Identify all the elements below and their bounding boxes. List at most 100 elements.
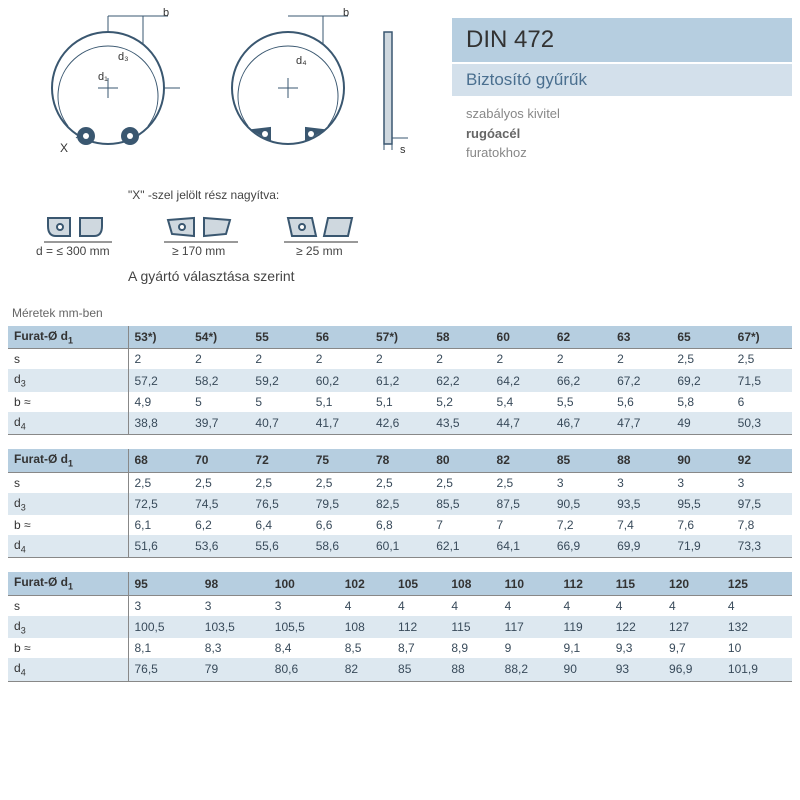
table-cell: 90 bbox=[558, 658, 610, 681]
row-header: b ≈ bbox=[8, 392, 128, 412]
info-subtitle: Biztosító gyűrűk bbox=[466, 70, 778, 90]
table-cell: 69,2 bbox=[671, 369, 731, 391]
table-cell: 2,5 bbox=[189, 472, 249, 493]
table-cell: 62,1 bbox=[430, 535, 490, 558]
col-header: 54*) bbox=[189, 326, 249, 349]
table-cell: 108 bbox=[339, 616, 392, 638]
info-desc: szabályos kivitel rugóacél furatokhoz bbox=[466, 104, 778, 163]
table-cell: 43,5 bbox=[430, 412, 490, 435]
table-cell: 44,7 bbox=[491, 412, 551, 435]
data-table-1: Furat-Ø d16870727578808285889092s2,52,52… bbox=[8, 449, 792, 558]
diagram-area: b d₃ d₁ X b d₄ bbox=[8, 8, 448, 298]
table-cell: 51,6 bbox=[128, 535, 189, 558]
data-table-2: Furat-Ø d1959810010210510811011211512012… bbox=[8, 572, 792, 681]
table-cell: 3 bbox=[611, 472, 671, 493]
table-cell: 82,5 bbox=[370, 493, 430, 515]
info-desc-box: szabályos kivitel rugóacél furatokhoz bbox=[452, 98, 792, 169]
col-header: 102 bbox=[339, 572, 392, 595]
info-panel: DIN 472 Biztosító gyűrűk szabályos kivit… bbox=[448, 8, 792, 298]
table-cell: 2 bbox=[189, 349, 249, 370]
col-header-d1: Furat-Ø d1 bbox=[8, 572, 128, 595]
table-cell: 62,2 bbox=[430, 369, 490, 391]
table-cell: 2,5 bbox=[671, 349, 731, 370]
table-cell: 2,5 bbox=[128, 472, 189, 493]
table-cell: 55,6 bbox=[249, 535, 309, 558]
col-header-d1: Furat-Ø d1 bbox=[8, 449, 128, 472]
data-table-0: Furat-Ø d153*)54*)555657*)586062636567*)… bbox=[8, 326, 792, 435]
table-cell: 46,7 bbox=[551, 412, 611, 435]
table-cell: 57,2 bbox=[128, 369, 189, 391]
table-cell: 4 bbox=[445, 595, 498, 616]
table-cell: 93 bbox=[610, 658, 663, 681]
svg-text:b: b bbox=[163, 8, 169, 19]
table-cell: 3 bbox=[671, 472, 731, 493]
table-cell: 8,4 bbox=[269, 638, 339, 658]
table-cell: 97,5 bbox=[732, 493, 792, 515]
table-cell: 59,2 bbox=[249, 369, 309, 391]
caption-choice: A gyártó választása szerint bbox=[128, 268, 295, 284]
table-cell: 79 bbox=[199, 658, 269, 681]
col-header: 57*) bbox=[370, 326, 430, 349]
table-cell: 5,1 bbox=[370, 392, 430, 412]
table-cell: 41,7 bbox=[310, 412, 370, 435]
table-cell: 4 bbox=[722, 595, 792, 616]
table-cell: 6,8 bbox=[370, 515, 430, 535]
table-cell: 5 bbox=[249, 392, 309, 412]
row-header: d3 bbox=[8, 369, 128, 391]
table-cell: 5,1 bbox=[310, 392, 370, 412]
col-header: 110 bbox=[499, 572, 558, 595]
table-cell: 67,2 bbox=[611, 369, 671, 391]
col-header: 67*) bbox=[732, 326, 792, 349]
table-cell: 71,5 bbox=[732, 369, 792, 391]
table-cell: 122 bbox=[610, 616, 663, 638]
caption-ge170: ≥ 170 mm bbox=[172, 244, 225, 258]
table-cell: 69,9 bbox=[611, 535, 671, 558]
table-cell: 127 bbox=[663, 616, 722, 638]
table-cell: 58,2 bbox=[189, 369, 249, 391]
table-cell: 7,4 bbox=[611, 515, 671, 535]
table-cell: 9,3 bbox=[610, 638, 663, 658]
table-cell: 40,7 bbox=[249, 412, 309, 435]
col-header: 92 bbox=[732, 449, 792, 472]
table-cell: 9,7 bbox=[663, 638, 722, 658]
top-section: b d₃ d₁ X b d₄ bbox=[8, 8, 792, 298]
table-cell: 2,5 bbox=[249, 472, 309, 493]
table-cell: 3 bbox=[732, 472, 792, 493]
col-header: 98 bbox=[199, 572, 269, 595]
col-header: 56 bbox=[310, 326, 370, 349]
row-header: d4 bbox=[8, 535, 128, 558]
col-header: 100 bbox=[269, 572, 339, 595]
table-cell: 53,6 bbox=[189, 535, 249, 558]
table-cell: 7,8 bbox=[732, 515, 792, 535]
svg-text:s: s bbox=[400, 144, 406, 156]
table-cell: 87,5 bbox=[491, 493, 551, 515]
table-cell: 8,7 bbox=[392, 638, 445, 658]
table-cell: 112 bbox=[392, 616, 445, 638]
table-cell: 6,6 bbox=[310, 515, 370, 535]
table-cell: 47,7 bbox=[611, 412, 671, 435]
row-header: b ≈ bbox=[8, 638, 128, 658]
table-cell: 4,9 bbox=[128, 392, 189, 412]
table-cell: 8,3 bbox=[199, 638, 269, 658]
table-cell: 9,1 bbox=[558, 638, 610, 658]
row-header: s bbox=[8, 472, 128, 493]
col-header: 108 bbox=[445, 572, 498, 595]
table-cell: 2 bbox=[128, 349, 189, 370]
table-cell: 82 bbox=[339, 658, 392, 681]
table-cell: 4 bbox=[663, 595, 722, 616]
table-cell: 4 bbox=[499, 595, 558, 616]
table-cell: 80,6 bbox=[269, 658, 339, 681]
table-cell: 5,5 bbox=[551, 392, 611, 412]
row-header: s bbox=[8, 349, 128, 370]
table-cell: 88,2 bbox=[499, 658, 558, 681]
table-cell: 76,5 bbox=[128, 658, 199, 681]
table-cell: 7,2 bbox=[551, 515, 611, 535]
table-cell: 2,5 bbox=[491, 472, 551, 493]
table-cell: 117 bbox=[499, 616, 558, 638]
table-cell: 3 bbox=[551, 472, 611, 493]
table-cell: 3 bbox=[128, 595, 199, 616]
table-cell: 95,5 bbox=[671, 493, 731, 515]
col-header: 78 bbox=[370, 449, 430, 472]
table-cell: 60,1 bbox=[370, 535, 430, 558]
table-cell: 2 bbox=[370, 349, 430, 370]
